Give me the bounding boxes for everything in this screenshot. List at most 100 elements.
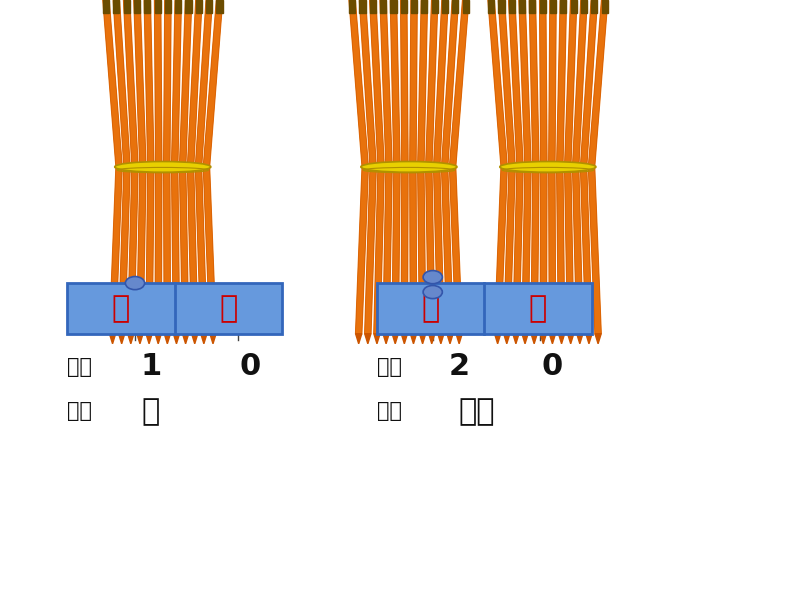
Text: 0: 0	[240, 352, 260, 381]
Polygon shape	[183, 334, 189, 344]
Polygon shape	[509, 0, 515, 13]
Polygon shape	[549, 0, 556, 334]
Polygon shape	[145, 0, 154, 334]
Polygon shape	[134, 0, 146, 334]
Polygon shape	[103, 0, 122, 334]
Polygon shape	[146, 334, 152, 344]
Polygon shape	[519, 0, 531, 334]
Polygon shape	[519, 0, 525, 13]
Polygon shape	[530, 0, 539, 334]
Text: 个: 个	[529, 294, 547, 323]
Polygon shape	[360, 0, 376, 334]
Polygon shape	[453, 0, 458, 13]
Polygon shape	[422, 0, 427, 13]
Polygon shape	[442, 0, 448, 13]
Polygon shape	[392, 334, 399, 344]
Polygon shape	[441, 0, 458, 334]
Polygon shape	[437, 334, 444, 344]
Polygon shape	[380, 0, 392, 334]
Polygon shape	[463, 0, 468, 13]
Polygon shape	[495, 334, 501, 344]
Polygon shape	[540, 0, 547, 334]
Polygon shape	[179, 0, 191, 334]
Polygon shape	[530, 0, 535, 13]
Polygon shape	[540, 0, 545, 13]
Polygon shape	[568, 334, 574, 344]
Polygon shape	[429, 334, 435, 344]
Polygon shape	[370, 0, 384, 334]
Polygon shape	[114, 0, 130, 334]
Text: 0: 0	[542, 352, 562, 381]
Polygon shape	[595, 334, 601, 344]
Polygon shape	[137, 334, 143, 344]
Polygon shape	[418, 0, 427, 334]
Polygon shape	[580, 0, 597, 334]
Polygon shape	[187, 0, 202, 334]
Polygon shape	[581, 0, 587, 13]
Polygon shape	[401, 0, 407, 13]
Ellipse shape	[361, 162, 457, 172]
Polygon shape	[110, 334, 116, 344]
Polygon shape	[572, 0, 587, 334]
Polygon shape	[503, 334, 510, 344]
Text: 写作: 写作	[377, 356, 402, 377]
Polygon shape	[203, 0, 222, 334]
Polygon shape	[550, 0, 556, 13]
Polygon shape	[155, 0, 162, 334]
Polygon shape	[456, 334, 462, 344]
Polygon shape	[172, 0, 181, 334]
Polygon shape	[383, 334, 389, 344]
Polygon shape	[602, 0, 607, 13]
Polygon shape	[349, 0, 368, 334]
Polygon shape	[124, 0, 129, 13]
Polygon shape	[447, 334, 453, 344]
Polygon shape	[391, 0, 400, 334]
Polygon shape	[488, 0, 494, 13]
Text: 十: 十	[142, 397, 160, 426]
Text: 读作: 读作	[377, 401, 402, 421]
Polygon shape	[410, 334, 417, 344]
Polygon shape	[134, 0, 140, 13]
Polygon shape	[513, 334, 519, 344]
Polygon shape	[124, 0, 138, 334]
Ellipse shape	[499, 162, 596, 172]
Polygon shape	[499, 0, 515, 334]
Polygon shape	[558, 334, 565, 344]
Polygon shape	[391, 0, 396, 13]
Text: 1: 1	[141, 352, 161, 381]
Ellipse shape	[423, 285, 442, 299]
Polygon shape	[561, 0, 566, 13]
Polygon shape	[411, 0, 417, 13]
Text: 2: 2	[449, 352, 469, 381]
Polygon shape	[210, 334, 216, 344]
Ellipse shape	[423, 271, 442, 284]
Polygon shape	[571, 0, 576, 13]
Polygon shape	[155, 334, 161, 344]
Polygon shape	[432, 0, 437, 13]
Text: 个: 个	[219, 294, 237, 323]
Polygon shape	[426, 0, 437, 334]
Polygon shape	[191, 334, 198, 344]
Polygon shape	[186, 0, 191, 13]
Polygon shape	[196, 0, 202, 13]
Polygon shape	[164, 334, 171, 344]
Polygon shape	[565, 0, 576, 334]
Polygon shape	[592, 0, 597, 13]
Polygon shape	[488, 0, 507, 334]
Polygon shape	[364, 334, 371, 344]
Polygon shape	[540, 334, 546, 344]
Polygon shape	[145, 0, 150, 13]
Text: 十: 十	[422, 294, 440, 323]
Polygon shape	[401, 0, 408, 334]
Polygon shape	[419, 334, 426, 344]
Polygon shape	[165, 0, 171, 13]
Polygon shape	[509, 0, 523, 334]
Bar	[67, 283, 282, 334]
Polygon shape	[557, 0, 566, 334]
Polygon shape	[576, 334, 583, 344]
Polygon shape	[449, 0, 468, 334]
Polygon shape	[499, 0, 504, 13]
Bar	[377, 283, 592, 334]
Polygon shape	[370, 0, 376, 13]
Polygon shape	[217, 0, 222, 13]
